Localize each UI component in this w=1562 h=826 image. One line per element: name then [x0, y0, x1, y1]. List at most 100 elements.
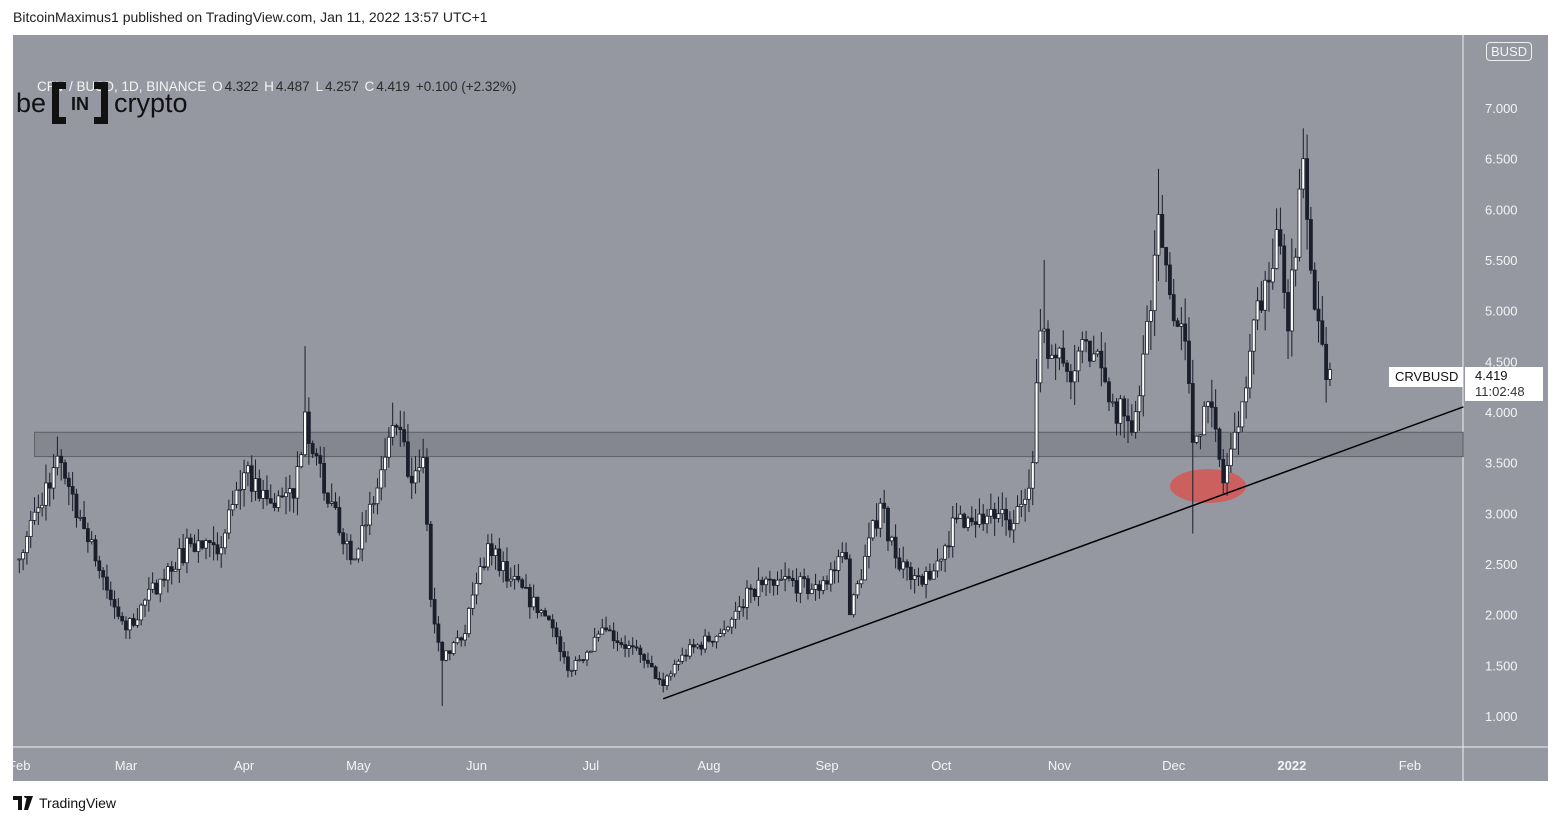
price-tick-label: 5.000: [1485, 304, 1518, 319]
candle-down: [257, 478, 262, 499]
tradingview-logo-icon: [13, 796, 33, 810]
candle-up: [352, 558, 357, 561]
candle-down: [1065, 362, 1069, 372]
candle-up: [356, 548, 361, 560]
candle-up: [421, 457, 426, 469]
candle-down: [546, 615, 551, 621]
symbol-label: CRV / BUSD, 1D, BINANCE: [37, 79, 207, 94]
candle-down: [1267, 279, 1271, 283]
candle-down: [832, 569, 837, 572]
beincrypto-logo: be IN crypto: [16, 78, 188, 128]
candle-down: [394, 425, 399, 428]
candle-up: [950, 517, 955, 547]
candle-up: [592, 636, 597, 652]
candle-up: [870, 520, 875, 539]
candle-up: [1030, 462, 1035, 489]
candle-up: [1145, 321, 1149, 355]
candle-down: [847, 558, 852, 616]
candle-up: [878, 502, 883, 529]
candle-up: [943, 545, 948, 560]
price-chart[interactable]: 1.000 1.500 2.000 2.500 3.000 3.500 4.000 4.500…: [13, 35, 1548, 781]
candle-up: [204, 540, 208, 549]
resistance-zone: [34, 431, 1464, 458]
candle-up: [230, 504, 235, 511]
candle-down: [1209, 401, 1214, 408]
candle-up: [851, 594, 856, 616]
candle-up: [89, 539, 94, 543]
time-tick-label: Jul: [582, 758, 599, 773]
candle-up: [284, 492, 288, 498]
candle-down: [973, 521, 978, 525]
candle-up: [718, 633, 723, 637]
time-tick-label: Mar: [115, 758, 138, 773]
candle-down: [154, 582, 159, 595]
candle-down: [482, 566, 487, 569]
last-price: 4.419: [1475, 368, 1508, 383]
candle-down: [85, 528, 90, 543]
candle-down: [927, 571, 932, 580]
candle-down: [74, 493, 79, 518]
candle-down: [322, 463, 327, 494]
candle-up: [1015, 506, 1020, 524]
candle-down: [1008, 519, 1012, 531]
candle-down: [825, 580, 829, 585]
candle-down: [661, 679, 666, 687]
candle-up: [1297, 188, 1302, 258]
candle-up: [939, 558, 944, 562]
candle-down: [550, 619, 555, 629]
candle-up: [135, 619, 140, 626]
candle-up: [1049, 354, 1054, 359]
candle-up: [1240, 401, 1245, 428]
candle-up: [417, 467, 422, 472]
candle-down: [70, 486, 75, 495]
currency-badge[interactable]: BUSD: [1486, 42, 1533, 61]
candle-down: [684, 654, 688, 657]
candle-up: [1198, 434, 1203, 437]
candle-up: [737, 606, 742, 612]
open-value: 4.322: [224, 79, 259, 94]
candle-down: [543, 610, 547, 617]
candle-down: [398, 426, 403, 431]
candle-up: [809, 588, 814, 595]
candle-down: [1187, 340, 1191, 384]
candle-down: [1217, 428, 1222, 460]
time-tick-label: Dec: [1162, 758, 1186, 773]
chart-panel[interactable]: 1.000 1.500 2.000 2.500 3.000 3.500 4.000 4.500…: [13, 35, 1548, 781]
candle-up: [798, 576, 803, 594]
candle-up: [1194, 435, 1199, 443]
candle-up: [508, 578, 513, 582]
candle-down: [1084, 339, 1088, 342]
candle-up: [1152, 254, 1157, 312]
candle-down: [66, 477, 71, 487]
candle-down: [47, 482, 52, 489]
candle-up: [1179, 323, 1184, 327]
candle-down: [1175, 320, 1180, 327]
candle-up: [455, 637, 460, 644]
candle-up: [1328, 369, 1332, 380]
candle-down: [105, 576, 109, 591]
logo-bracket-icon: IN: [50, 80, 110, 126]
candle-down: [1107, 381, 1111, 403]
candle-down: [428, 523, 433, 600]
candle-down: [1068, 371, 1073, 383]
candle-up: [1274, 229, 1279, 269]
candle-down: [1126, 415, 1130, 422]
time-tick-label: Feb: [13, 758, 31, 773]
candle-up: [1270, 267, 1275, 283]
publisher-caption: BitcoinMaximus1 published on TradingView…: [13, 9, 488, 25]
candle-down: [1114, 401, 1119, 424]
candle-up: [1023, 498, 1028, 505]
candle-up: [676, 660, 681, 665]
candle-down: [409, 475, 414, 484]
candle-down: [505, 561, 509, 582]
candle-down: [333, 501, 338, 508]
candle-up: [1202, 405, 1207, 436]
candle-down: [874, 520, 879, 529]
candle-up: [21, 552, 26, 560]
candle-down: [1183, 323, 1188, 342]
time-tick-label: Nov: [1048, 758, 1072, 773]
candle-up: [924, 571, 928, 585]
price-tick-label: 5.500: [1485, 253, 1518, 268]
change-value: +0.100 (+2.32%): [415, 79, 517, 94]
candle-up: [539, 610, 544, 614]
